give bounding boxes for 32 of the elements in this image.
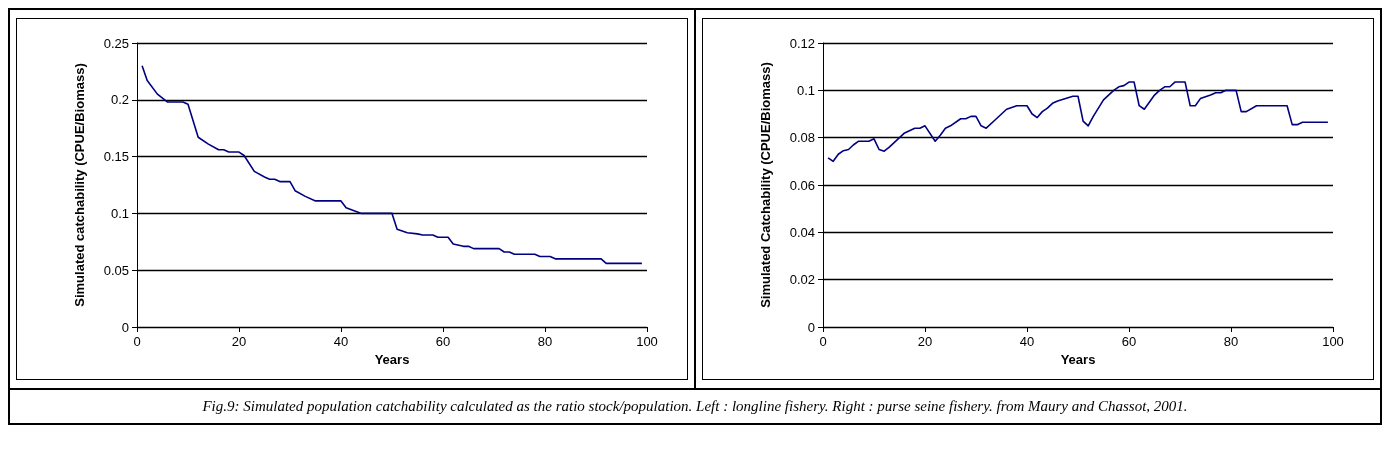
- y-tick-label: 0.08: [789, 130, 815, 146]
- y-tick-label: 0.1: [110, 205, 129, 221]
- y-axis-title: Simulated catchability (CPUE/Biomass): [71, 63, 87, 307]
- x-tick-label: 40: [333, 334, 349, 349]
- y-axis-title: Simulated Catchability (CPUE/Biomass): [757, 62, 773, 308]
- x-tick-label: 100: [1322, 334, 1344, 349]
- x-tick-label: 60: [1121, 334, 1137, 349]
- x-tick-label: 20: [917, 334, 933, 349]
- y-tick-label: 0.05: [103, 262, 129, 278]
- y-tick-label: 0.1: [796, 82, 815, 98]
- x-tick-label: 40: [1019, 334, 1035, 349]
- x-axis-title: Years: [1060, 351, 1096, 367]
- x-axis-title: Years: [374, 351, 410, 367]
- x-tick-label: 0: [819, 334, 827, 349]
- y-tick-label: 0.04: [789, 224, 815, 240]
- y-tick-label: 0.15: [103, 149, 129, 165]
- y-tick-label: 0.2: [110, 92, 129, 108]
- y-tick-label: 0.12: [789, 35, 815, 51]
- caption: Fig.9: Simulated population catchability calculated as the ratio stock/population. Left : longline fishery. Right : purse seine fishery. from Maury and Chassot, 2001.: [201, 397, 1189, 416]
- x-tick-label: 20: [231, 334, 247, 349]
- x-tick-label: 80: [1223, 334, 1239, 349]
- y-tick-label: 0.02: [789, 272, 815, 288]
- y-tick-label: 0.06: [789, 177, 815, 193]
- x-tick-label: 0: [133, 334, 141, 349]
- y-tick-label: 0: [807, 319, 815, 335]
- line-series: [141, 64, 643, 265]
- x-tick-label: 60: [435, 334, 451, 349]
- x-tick-label: 80: [537, 334, 553, 349]
- x-tick-label: 100: [636, 334, 658, 349]
- y-tick-label: 0.25: [103, 35, 129, 51]
- line-series: [827, 81, 1329, 163]
- y-tick-label: 0: [121, 319, 129, 335]
